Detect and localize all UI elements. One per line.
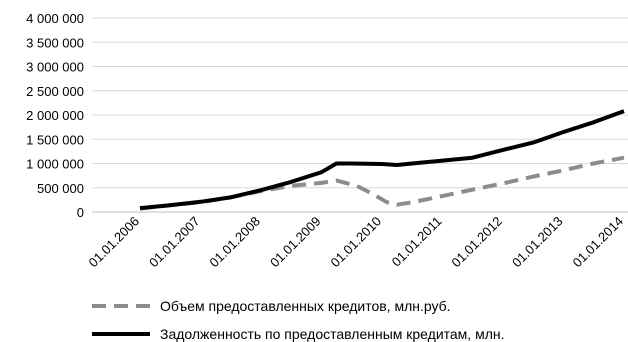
y-axis: 4 000 000 3 500 000 3 000 000 2 500 000 2 00… (26, 11, 84, 220)
x-axis: 01.01.2006 01.01.2007 01.01.2008 01.01.2009… (85, 214, 626, 271)
y-tick-label: 4 000 000 (26, 11, 84, 26)
y-tick-label: 3 000 000 (26, 60, 84, 75)
x-tick-label: 01.01.2007 (146, 214, 203, 271)
legend-label-loan-debt: Задолженность по предоставленным кредита… (160, 326, 505, 342)
x-tick-label: 01.01.2010 (327, 214, 384, 271)
y-tick-label: 0 (77, 205, 84, 220)
x-tick-label: 01.01.2008 (206, 214, 263, 271)
y-tick-label: 3 500 000 (26, 35, 84, 50)
grid-lines (92, 17, 628, 213)
legend: Объем предоставленных кредитов, млн.руб.… (92, 298, 505, 342)
x-tick-label: 01.01.2009 (267, 214, 324, 271)
series-line-loan-debt (139, 109, 625, 211)
y-tick-label: 1 000 000 (26, 157, 84, 172)
y-tick-label: 500 000 (37, 181, 84, 196)
y-tick-label: 1 500 000 (26, 132, 84, 147)
x-tick-label: 01.01.2006 (85, 214, 142, 271)
y-tick-label: 2 500 000 (26, 84, 84, 99)
x-tick-label: 01.01.2013 (509, 214, 566, 271)
x-tick-label: 01.01.2014 (569, 214, 626, 271)
x-tick-label: 01.01.2012 (448, 214, 505, 271)
x-tick-label: 01.01.2011 (389, 214, 445, 270)
y-tick-label: 2 000 000 (26, 108, 84, 123)
series-group (139, 109, 625, 211)
legend-label-loans-issued: Объем предоставленных кредитов, млн.руб. (160, 298, 451, 314)
